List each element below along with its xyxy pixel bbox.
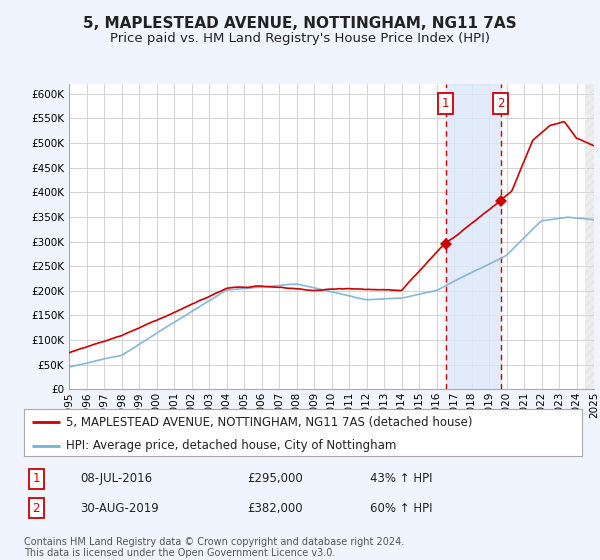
Text: £295,000: £295,000 bbox=[247, 472, 303, 486]
Text: Price paid vs. HM Land Registry's House Price Index (HPI): Price paid vs. HM Land Registry's House … bbox=[110, 32, 490, 45]
Text: 30-AUG-2019: 30-AUG-2019 bbox=[80, 502, 158, 515]
Text: 5, MAPLESTEAD AVENUE, NOTTINGHAM, NG11 7AS (detached house): 5, MAPLESTEAD AVENUE, NOTTINGHAM, NG11 7… bbox=[66, 416, 472, 428]
Text: £382,000: £382,000 bbox=[247, 502, 303, 515]
Text: 1: 1 bbox=[32, 472, 40, 486]
Text: Contains HM Land Registry data © Crown copyright and database right 2024.
This d: Contains HM Land Registry data © Crown c… bbox=[24, 536, 404, 558]
Text: 2: 2 bbox=[497, 97, 505, 110]
Text: HPI: Average price, detached house, City of Nottingham: HPI: Average price, detached house, City… bbox=[66, 440, 396, 452]
Text: 60% ↑ HPI: 60% ↑ HPI bbox=[370, 502, 433, 515]
Bar bbox=[585, 84, 594, 389]
Text: 08-JUL-2016: 08-JUL-2016 bbox=[80, 472, 152, 486]
Text: 5, MAPLESTEAD AVENUE, NOTTINGHAM, NG11 7AS: 5, MAPLESTEAD AVENUE, NOTTINGHAM, NG11 7… bbox=[83, 16, 517, 31]
Text: 2: 2 bbox=[32, 502, 40, 515]
Bar bbox=[446, 84, 500, 389]
Text: 43% ↑ HPI: 43% ↑ HPI bbox=[370, 472, 433, 486]
Text: 1: 1 bbox=[442, 97, 449, 110]
